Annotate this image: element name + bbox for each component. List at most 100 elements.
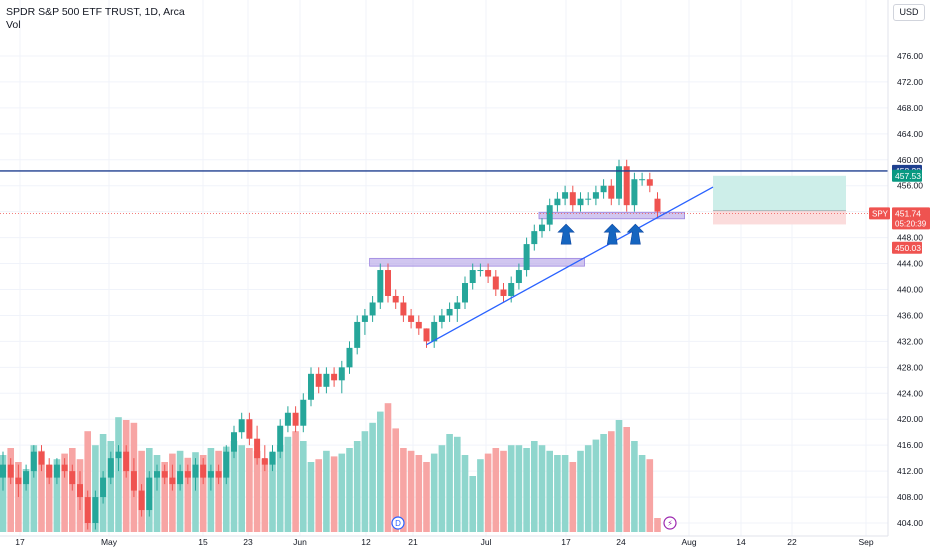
up-arrows <box>557 223 645 245</box>
volume-bar <box>461 455 469 532</box>
candle-body <box>369 302 376 316</box>
volume-legend[interactable]: Vol <box>6 19 21 31</box>
candle-body <box>61 464 68 472</box>
candle-body <box>300 399 307 426</box>
volume-bar <box>107 441 115 532</box>
volume-bar <box>484 453 492 532</box>
volume-bar <box>353 441 361 532</box>
volume-bar <box>330 456 338 532</box>
candle-body <box>338 367 345 381</box>
candle-body <box>323 373 330 387</box>
candle-body <box>69 471 76 485</box>
price-tick-label: 408.00 <box>897 492 923 502</box>
volume-bar <box>615 420 623 532</box>
volume-bar <box>199 455 207 532</box>
candle-body <box>100 477 107 498</box>
volume-bar <box>584 445 592 532</box>
candle-body <box>92 497 99 524</box>
candle-body <box>123 451 130 472</box>
price-tick-label: 436.00 <box>897 310 923 320</box>
drawing-lines <box>0 170 888 346</box>
volume-bar <box>53 459 61 532</box>
countdown-label: 05:20:39 <box>895 219 927 228</box>
volume-bar <box>284 436 292 532</box>
volume-bar <box>538 445 546 532</box>
volume-bar <box>423 462 430 532</box>
candle-body <box>631 179 638 206</box>
volume-bar <box>7 448 14 532</box>
earnings-marker <box>663 516 677 530</box>
price-tick-label: 420.00 <box>897 414 923 424</box>
candle-body <box>454 302 461 309</box>
support-zones <box>369 211 686 267</box>
volume-bar <box>384 403 392 532</box>
candle-body <box>200 464 207 478</box>
price-tick-label: 424.00 <box>897 388 923 398</box>
candle-body <box>361 315 368 322</box>
candle-body <box>254 438 261 459</box>
candle-body <box>415 321 422 329</box>
volume-bar <box>600 434 607 532</box>
volume-bar <box>292 431 299 532</box>
up-arrow-icon <box>626 223 645 245</box>
volume-bar <box>45 464 53 532</box>
candle-body <box>608 185 615 199</box>
candle-body <box>38 451 45 465</box>
time-tick-label: 17 <box>15 537 25 547</box>
candle-body <box>462 283 468 303</box>
volume-bar <box>238 445 245 532</box>
volume-bar <box>161 462 168 532</box>
candle-body <box>161 471 168 478</box>
candle-body <box>469 270 476 284</box>
volume-bar <box>430 453 438 532</box>
candle-body <box>246 419 253 439</box>
volume-bar <box>369 422 376 532</box>
candle-body <box>138 490 145 511</box>
volume-bar <box>184 457 192 532</box>
long-position-tool[interactable] <box>713 175 846 225</box>
time-tick-label: Sep <box>858 537 873 547</box>
volume-bar <box>500 450 507 532</box>
time-tick-label: May <box>101 537 118 547</box>
volume-bar <box>654 518 661 532</box>
symbol-title[interactable]: SPDR S&P 500 ETF TRUST, 1D, Arca <box>6 6 185 18</box>
candle-body <box>46 464 53 478</box>
candle-body <box>177 471 184 485</box>
candle-body <box>53 464 60 478</box>
candle-body <box>546 205 553 225</box>
volume-bar <box>515 445 523 532</box>
volume-bar <box>92 445 99 532</box>
candle-body <box>639 179 646 181</box>
volume-bar <box>192 452 199 532</box>
time-tick-label: 15 <box>198 537 208 547</box>
volume-bar <box>230 441 238 532</box>
candle-body <box>577 198 584 206</box>
price-tick-label: 428.00 <box>897 362 923 372</box>
candle-body <box>30 451 37 472</box>
candle-body <box>523 244 530 271</box>
candle-body <box>107 458 114 478</box>
volume-bar <box>623 427 630 532</box>
candle-body <box>261 458 268 465</box>
volume-bars <box>0 403 661 532</box>
candle-body <box>492 276 499 290</box>
volume-bar <box>477 459 484 532</box>
candle-body <box>223 451 230 478</box>
candle-body <box>431 321 438 342</box>
price-tick-label: 444.00 <box>897 259 923 269</box>
candle-body <box>654 198 661 212</box>
stop-loss-zone <box>713 210 846 225</box>
time-tick-label: 22 <box>787 537 797 547</box>
currency-button[interactable]: USD <box>893 4 925 21</box>
volume-bar <box>554 455 561 532</box>
price-tick-label: 416.00 <box>897 440 923 450</box>
volume-bar <box>61 453 68 532</box>
chart-legend: SPDR S&P 500 ETF TRUST, 1D, Arca Vol <box>6 6 185 32</box>
volume-bar <box>253 450 261 532</box>
volume-bar <box>176 450 184 532</box>
price-tick-label: 440.00 <box>897 285 923 295</box>
up-arrow-icon <box>603 223 622 245</box>
volume-bar <box>454 436 461 532</box>
take-profit-price-label-bg <box>892 169 922 182</box>
